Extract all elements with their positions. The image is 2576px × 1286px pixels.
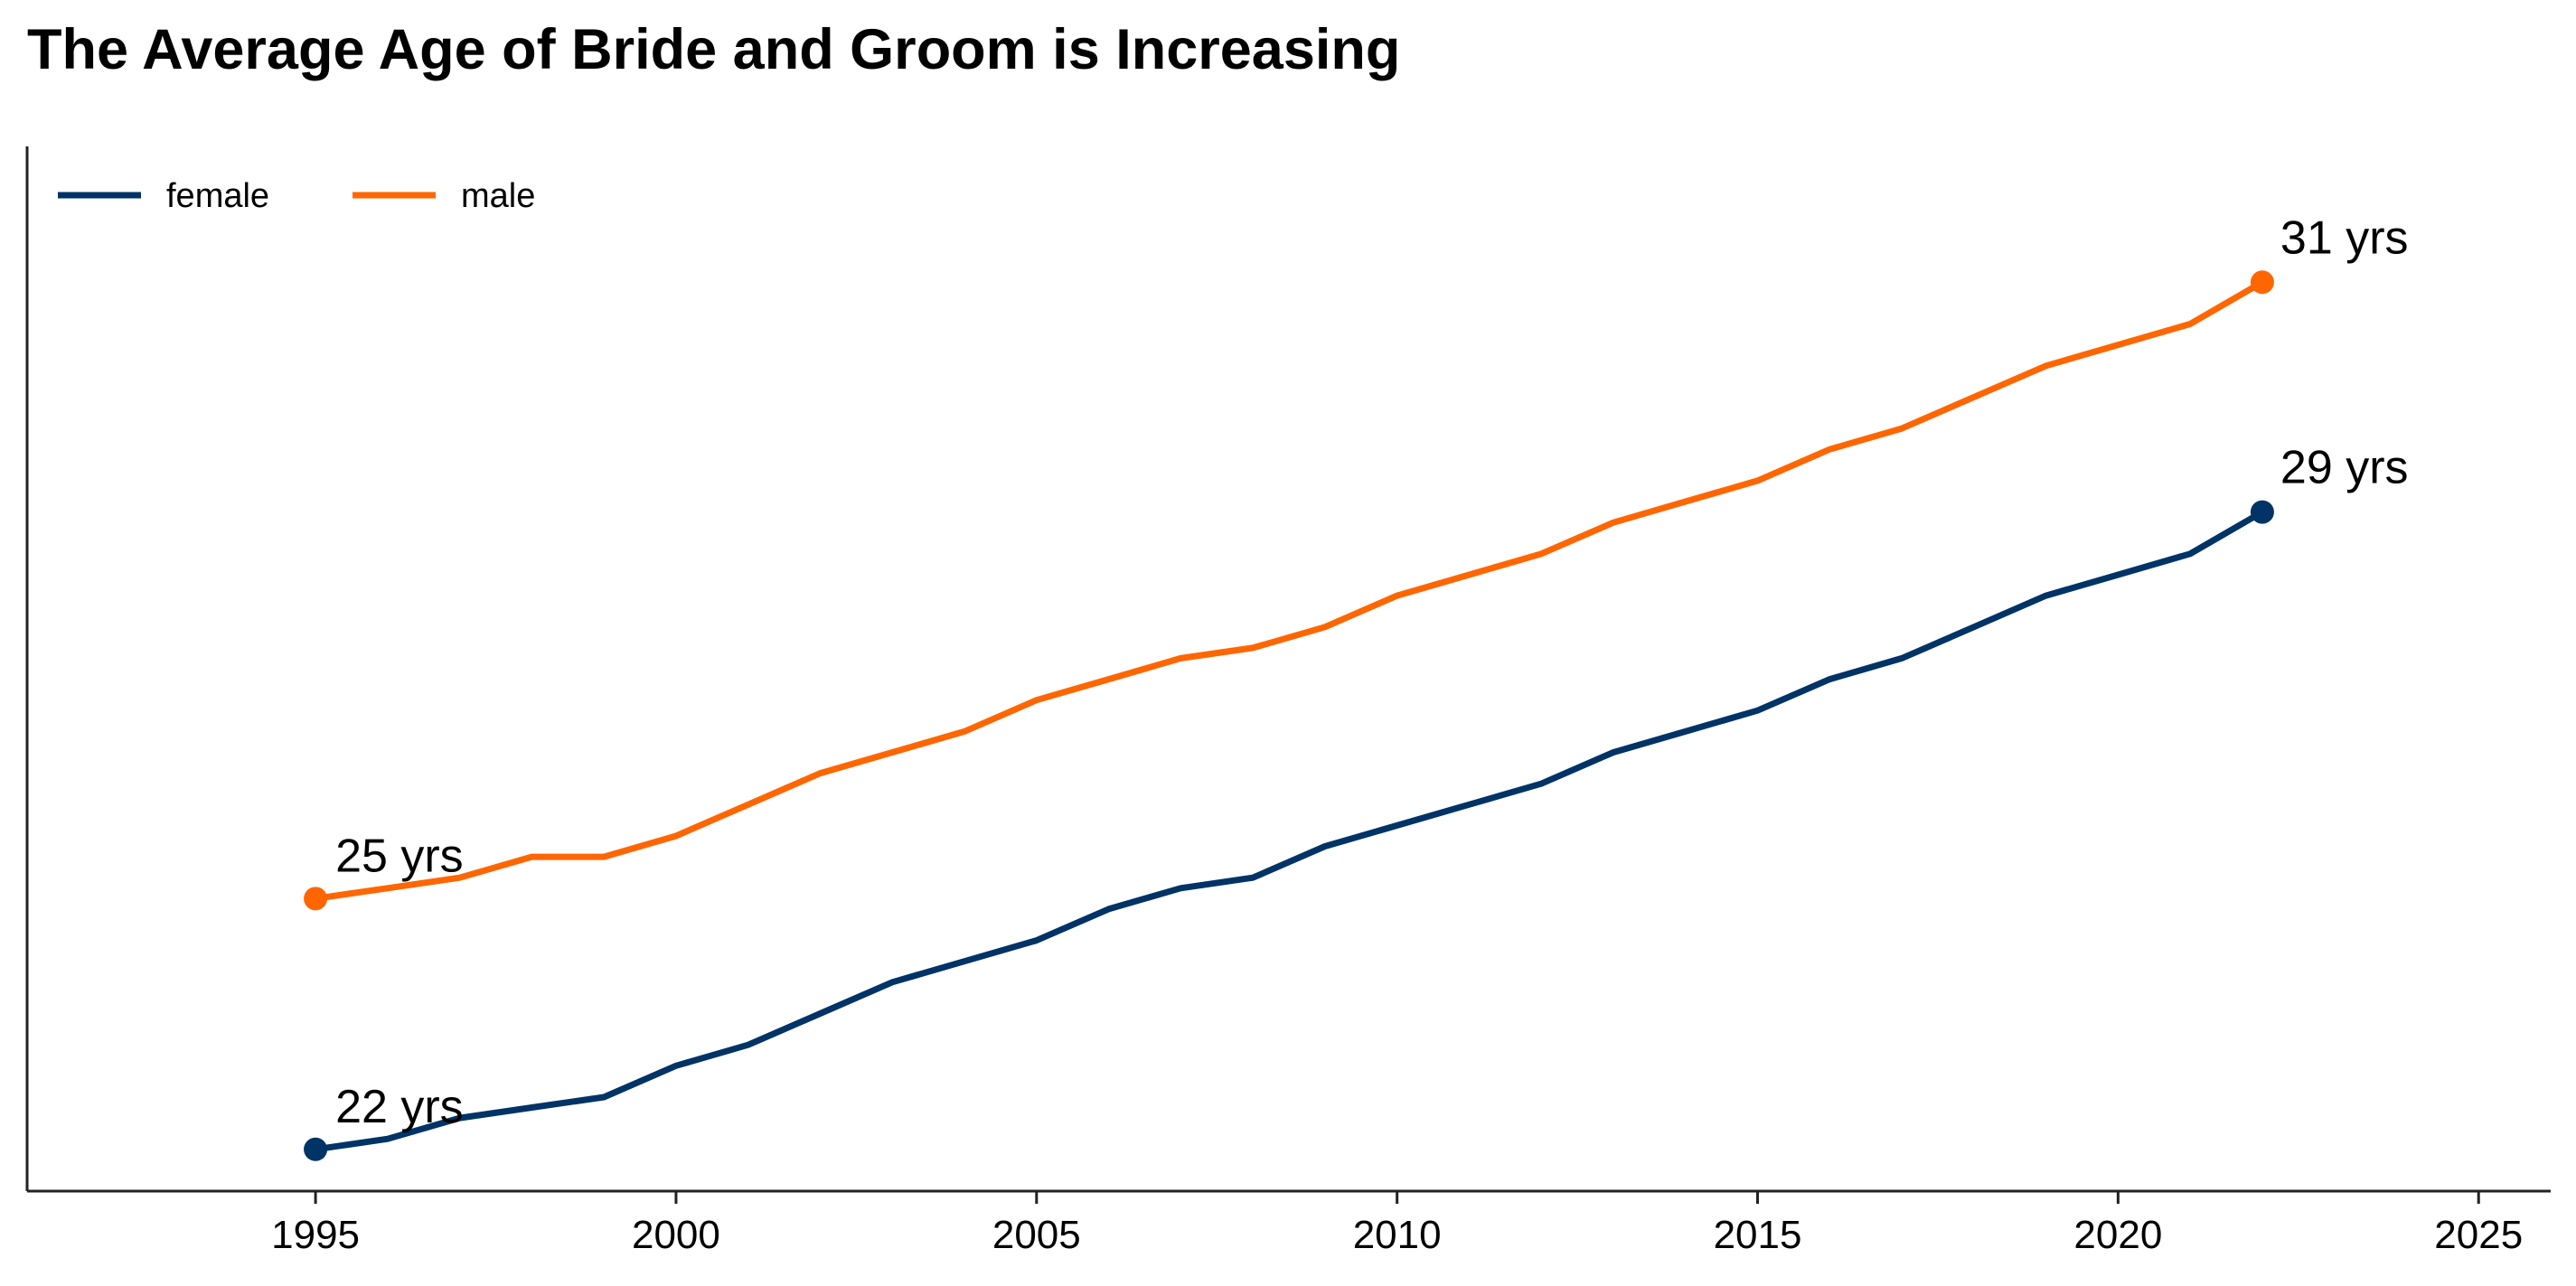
series-layer: 22 yrs 29 yrs 25 yrs 31 yrs — [304, 211, 2409, 1161]
legend-label-female: female — [166, 177, 269, 215]
chart-title: The Average Age of Bride and Groom is In… — [27, 18, 1401, 81]
end-label-male: 31 yrs — [2280, 211, 2409, 264]
end-point-male — [2250, 270, 2274, 295]
start-label-male: 25 yrs — [335, 830, 464, 882]
legend-label-male: male — [461, 177, 535, 215]
x-tick-label: 2015 — [1714, 1213, 1802, 1257]
x-tick-label: 2010 — [1353, 1213, 1442, 1257]
legend: female male — [58, 177, 535, 215]
end-point-female — [2250, 500, 2274, 524]
series-line-female — [312, 509, 2266, 1153]
x-tick-label: 2000 — [632, 1213, 720, 1257]
end-label-female: 29 yrs — [2280, 442, 2409, 494]
x-tick-label: 1995 — [271, 1213, 360, 1257]
x-tick-label: 2005 — [992, 1213, 1081, 1257]
x-tick-label: 2020 — [2073, 1213, 2162, 1257]
start-label-female: 22 yrs — [335, 1081, 464, 1133]
start-point-male — [304, 887, 328, 911]
x-ticks: 1995 2000 2005 2010 2015 2020 2025 — [271, 1191, 2523, 1257]
start-point-female — [304, 1137, 328, 1161]
series-line-male — [312, 278, 2266, 902]
x-tick-label: 2025 — [2434, 1213, 2523, 1257]
